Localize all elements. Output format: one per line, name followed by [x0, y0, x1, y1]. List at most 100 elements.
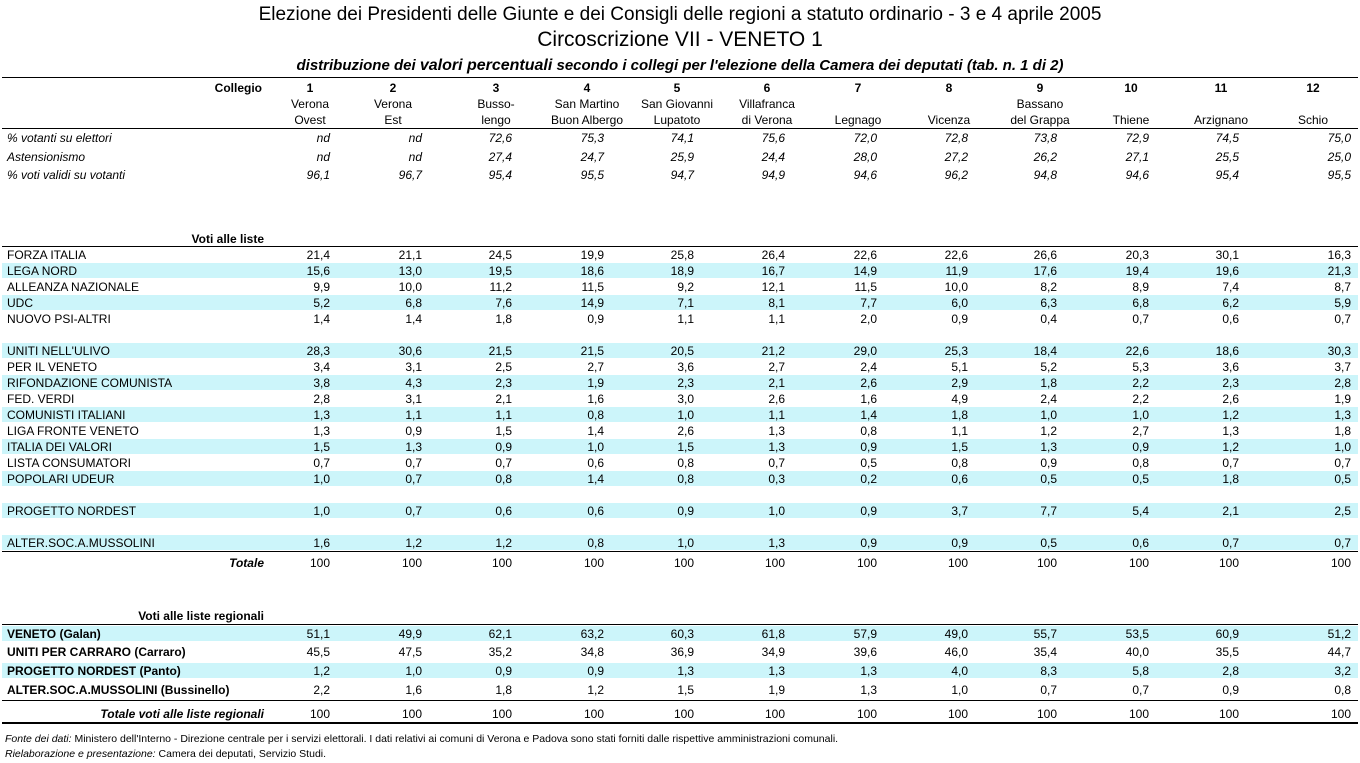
row-label: Totale [229, 556, 264, 570]
row-value: 0,9 [1222, 683, 1239, 697]
row-value: 95,5 [1327, 168, 1351, 182]
row-value: 2,8 [1222, 664, 1239, 678]
row-value: 0,9 [587, 664, 604, 678]
row-value: 1,8 [1222, 472, 1239, 486]
header-rule-top [2, 77, 1358, 78]
row-value: 19,4 [1125, 264, 1149, 278]
row-value: 19,5 [488, 264, 512, 278]
row-label: UNITI NELL'ULIVO [7, 344, 110, 358]
row-value: 100 [1036, 707, 1057, 721]
row-value: 47,5 [398, 645, 422, 659]
row-value: 100 [309, 556, 330, 570]
row-value: 100 [583, 707, 604, 721]
row-value: 27,4 [488, 150, 512, 164]
row-value: 72,9 [1125, 131, 1149, 145]
row-value: 19,6 [1215, 264, 1239, 278]
row-value: 24,4 [761, 150, 785, 164]
row-value: 0,7 [768, 456, 785, 470]
row-label: POPOLARI UDEUR [7, 472, 115, 486]
row-value: 0,8 [495, 472, 512, 486]
caption-highlight: valori percentuali [419, 57, 553, 74]
row-value: 5,9 [1334, 296, 1351, 310]
row-value: 0,5 [1040, 536, 1057, 550]
row-label: % voti validi su votanti [7, 168, 126, 182]
row-value: 1,2 [587, 683, 604, 697]
row-value: 1,6 [860, 392, 877, 406]
row-value: 100 [1330, 556, 1351, 570]
row-band [2, 375, 1358, 390]
row-value: 95,4 [488, 168, 512, 182]
row-value: 3,6 [1222, 360, 1239, 374]
row-value: 5,1 [951, 360, 968, 374]
row-value: 1,0 [587, 440, 604, 454]
row-value: 2,2 [313, 683, 330, 697]
row-value: 75,3 [580, 131, 604, 145]
row-value: 0,8 [1334, 683, 1351, 697]
column-number: 12 [1306, 81, 1320, 95]
row-value: 5,2 [313, 296, 330, 310]
row-value: 28,0 [853, 150, 877, 164]
row-value: 5,2 [1040, 360, 1057, 374]
row-value: 0,7 [405, 472, 422, 486]
column-name-line2: del Grappa [1010, 113, 1070, 127]
row-value: 0,9 [405, 424, 422, 438]
row-value: 2,2 [1132, 376, 1149, 390]
row-value: 40,0 [1125, 645, 1149, 659]
row-value: 0,5 [1040, 472, 1057, 486]
row-value: 0,8 [587, 408, 604, 422]
collegio-label: Collegio [214, 81, 262, 95]
row-band [2, 663, 1358, 678]
row-value: 1,6 [313, 536, 330, 550]
row-value: 22,6 [853, 248, 877, 262]
row-value: 1,2 [405, 536, 422, 550]
row-value: 21,4 [306, 248, 330, 262]
row-value: 13,0 [398, 264, 422, 278]
row-label: Astensionismo [7, 150, 86, 164]
row-value: 63,2 [580, 627, 604, 641]
row-value: 27,2 [944, 150, 968, 164]
row-value: 0,8 [951, 456, 968, 470]
row-value: 0,7 [1334, 312, 1351, 326]
row-value: 74,5 [1215, 131, 1239, 145]
row-value: 100 [1036, 556, 1057, 570]
row-value: 39,6 [853, 645, 877, 659]
row-value: 94,8 [1033, 168, 1057, 182]
row-value: 2,3 [1222, 376, 1239, 390]
row-value: 0,8 [1132, 456, 1149, 470]
row-value: nd [408, 131, 422, 145]
row-value: 60,9 [1215, 627, 1239, 641]
row-value: 1,0 [1334, 440, 1351, 454]
column-number: 1 [306, 81, 314, 95]
row-value: 100 [1128, 556, 1149, 570]
row-value: 4,3 [405, 376, 422, 390]
row-band [2, 343, 1358, 358]
column-name-line1: San Martino [554, 97, 620, 111]
row-band [2, 439, 1358, 454]
column-name-line1: Bassano [1016, 97, 1064, 111]
row-value: 1,3 [405, 440, 422, 454]
column-number: 10 [1124, 81, 1138, 95]
row-value: 1,9 [768, 683, 785, 697]
row-value: 100 [947, 556, 968, 570]
row-value: 1,3 [1040, 440, 1057, 454]
row-label: ALLEANZA NAZIONALE [7, 280, 140, 294]
row-value: 60,3 [670, 627, 694, 641]
row-value: 11,5 [854, 280, 877, 294]
row-value: 27,1 [1125, 150, 1149, 164]
row-value: 1,8 [1040, 376, 1057, 390]
row-value: 0,7 [313, 456, 330, 470]
row-value: 0,3 [768, 472, 785, 486]
row-value: 5,3 [1132, 360, 1149, 374]
row-value: nd [316, 131, 330, 145]
row-value: 96,2 [944, 168, 968, 182]
row-value: 1,1 [951, 424, 968, 438]
row-value: 18,4 [1033, 344, 1057, 358]
row-value: 49,0 [944, 627, 968, 641]
row-value: 1,4 [587, 472, 604, 486]
row-value: 1,8 [1334, 424, 1351, 438]
row-value: 96,1 [306, 168, 330, 182]
row-value: 61,8 [761, 627, 785, 641]
row-value: nd [316, 150, 330, 164]
row-value: 1,0 [1040, 408, 1057, 422]
row-label: ITALIA DEI VALORI [7, 440, 112, 454]
